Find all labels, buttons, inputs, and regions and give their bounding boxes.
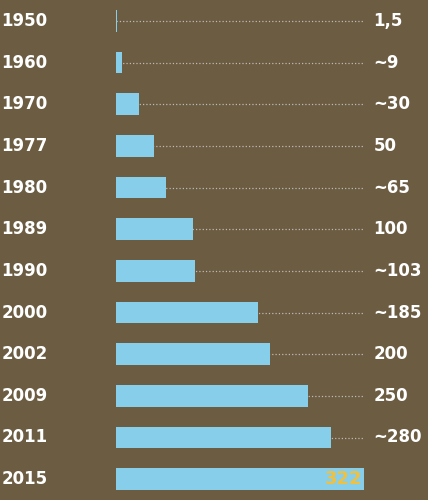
Text: 50: 50 [373,137,396,155]
Bar [116,52,122,74]
Text: ~103: ~103 [373,262,422,280]
Text: ~280: ~280 [373,428,422,446]
Text: 1980: 1980 [2,178,48,196]
Text: 2000: 2000 [2,304,48,322]
Text: 1960: 1960 [2,54,48,72]
Bar [116,385,308,406]
Text: 2015: 2015 [2,470,48,488]
Text: 1977: 1977 [2,137,48,155]
Text: 1990: 1990 [2,262,48,280]
Text: 200: 200 [373,345,408,363]
Bar [116,302,258,324]
Text: 1970: 1970 [2,95,48,113]
Text: 250: 250 [373,387,408,405]
Bar [116,260,195,281]
Bar [116,218,193,240]
Bar [116,344,270,365]
Text: 2009: 2009 [2,387,48,405]
Bar [116,426,331,448]
Text: ~30: ~30 [373,95,410,113]
Text: ~9: ~9 [373,54,399,72]
Bar [116,176,166,199]
Text: 1950: 1950 [2,12,48,30]
Text: 2002: 2002 [2,345,48,363]
Text: ~65: ~65 [373,178,410,196]
Bar [116,10,117,32]
Bar [116,94,139,115]
Text: ~185: ~185 [373,304,422,322]
Bar [116,135,154,156]
Text: 1,5: 1,5 [373,12,403,30]
Bar [116,468,364,490]
Text: 2011: 2011 [2,428,48,446]
Text: 100: 100 [373,220,408,238]
Text: 322: 322 [325,470,362,488]
Text: 1989: 1989 [2,220,48,238]
